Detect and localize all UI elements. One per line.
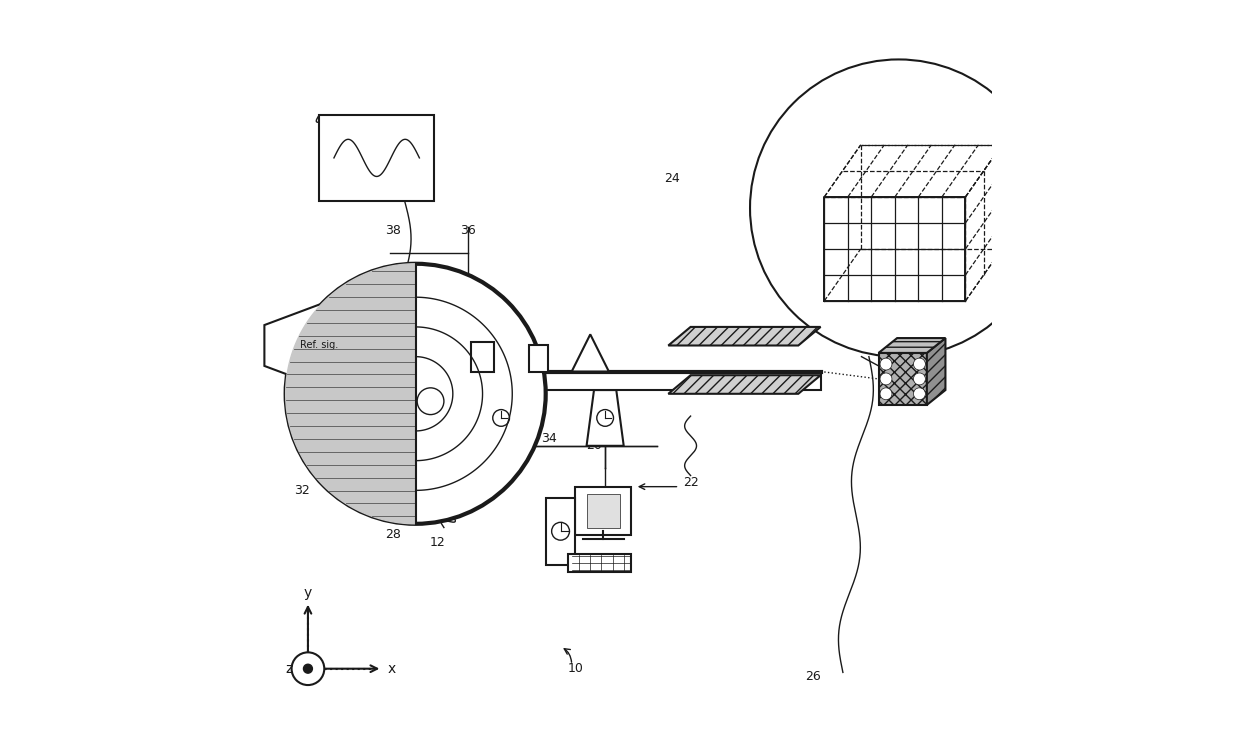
Text: 26: 26	[805, 669, 821, 683]
Bar	[575, 487, 631, 535]
Bar	[568, 554, 631, 572]
Polygon shape	[264, 305, 373, 386]
Text: Ref. sig.: Ref. sig.	[300, 340, 339, 351]
Text: 12: 12	[430, 536, 446, 549]
Circle shape	[914, 373, 925, 385]
Circle shape	[291, 652, 325, 685]
Text: z: z	[285, 662, 293, 675]
Text: 34: 34	[542, 432, 557, 445]
Text: 24: 24	[665, 172, 680, 185]
Circle shape	[492, 409, 510, 426]
Circle shape	[304, 664, 312, 673]
Text: 22: 22	[683, 476, 698, 490]
Text: 32: 32	[294, 484, 310, 497]
Circle shape	[914, 358, 925, 370]
Circle shape	[880, 388, 892, 400]
Text: 30: 30	[303, 662, 319, 675]
Bar	[879, 353, 926, 405]
Circle shape	[417, 388, 444, 415]
Text: 16: 16	[920, 276, 936, 289]
Bar	[471, 342, 494, 372]
Bar	[546, 498, 575, 565]
Polygon shape	[587, 390, 624, 446]
Polygon shape	[482, 390, 520, 446]
Circle shape	[552, 522, 569, 540]
Text: x: x	[387, 662, 396, 675]
Circle shape	[880, 373, 892, 385]
Circle shape	[914, 388, 925, 400]
Circle shape	[750, 59, 1048, 357]
Bar	[367, 372, 821, 390]
Polygon shape	[879, 338, 945, 353]
Text: 20: 20	[587, 439, 601, 452]
Polygon shape	[926, 338, 945, 405]
Text: 18: 18	[486, 439, 502, 452]
Text: y: y	[304, 585, 312, 600]
Polygon shape	[668, 327, 821, 345]
Circle shape	[596, 409, 614, 426]
Polygon shape	[668, 375, 821, 394]
Circle shape	[285, 264, 546, 524]
Bar	[529, 345, 548, 372]
Bar	[587, 494, 620, 528]
Circle shape	[880, 358, 892, 370]
Text: 28: 28	[386, 528, 402, 542]
Text: 14: 14	[520, 424, 534, 438]
Bar	[319, 115, 434, 201]
Text: 36: 36	[460, 224, 476, 237]
Polygon shape	[285, 264, 415, 524]
Text: 10: 10	[568, 662, 583, 675]
Polygon shape	[572, 334, 609, 372]
Text: 38: 38	[386, 224, 402, 237]
